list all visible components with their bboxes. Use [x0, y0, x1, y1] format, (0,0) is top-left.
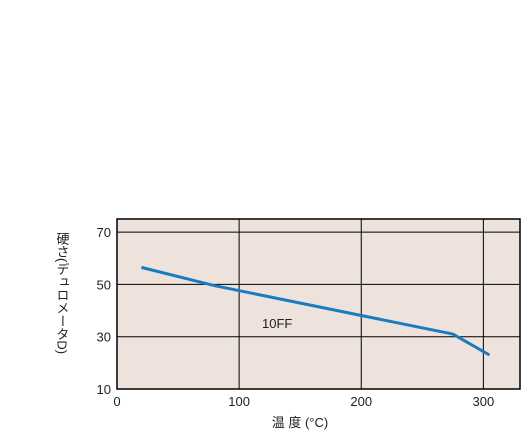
x-tick-label: 100 [228, 394, 250, 409]
y-axis-label: 硬さ(デュロメータD) [55, 232, 70, 354]
x-tick-label: 0 [113, 394, 120, 409]
plot-area [116, 218, 521, 390]
y-tick-label: 10 [97, 382, 111, 397]
y-tick-label: 30 [97, 330, 111, 345]
x-tick-label: 200 [350, 394, 372, 409]
y-tick-label: 70 [97, 225, 111, 240]
data-line [141, 265, 491, 357]
x-tick-label: 300 [473, 394, 495, 409]
x-axis-label: 温 度 (°C) [272, 415, 328, 430]
annotation: 10FF [262, 316, 292, 331]
y-tick-label: 50 [97, 277, 111, 292]
